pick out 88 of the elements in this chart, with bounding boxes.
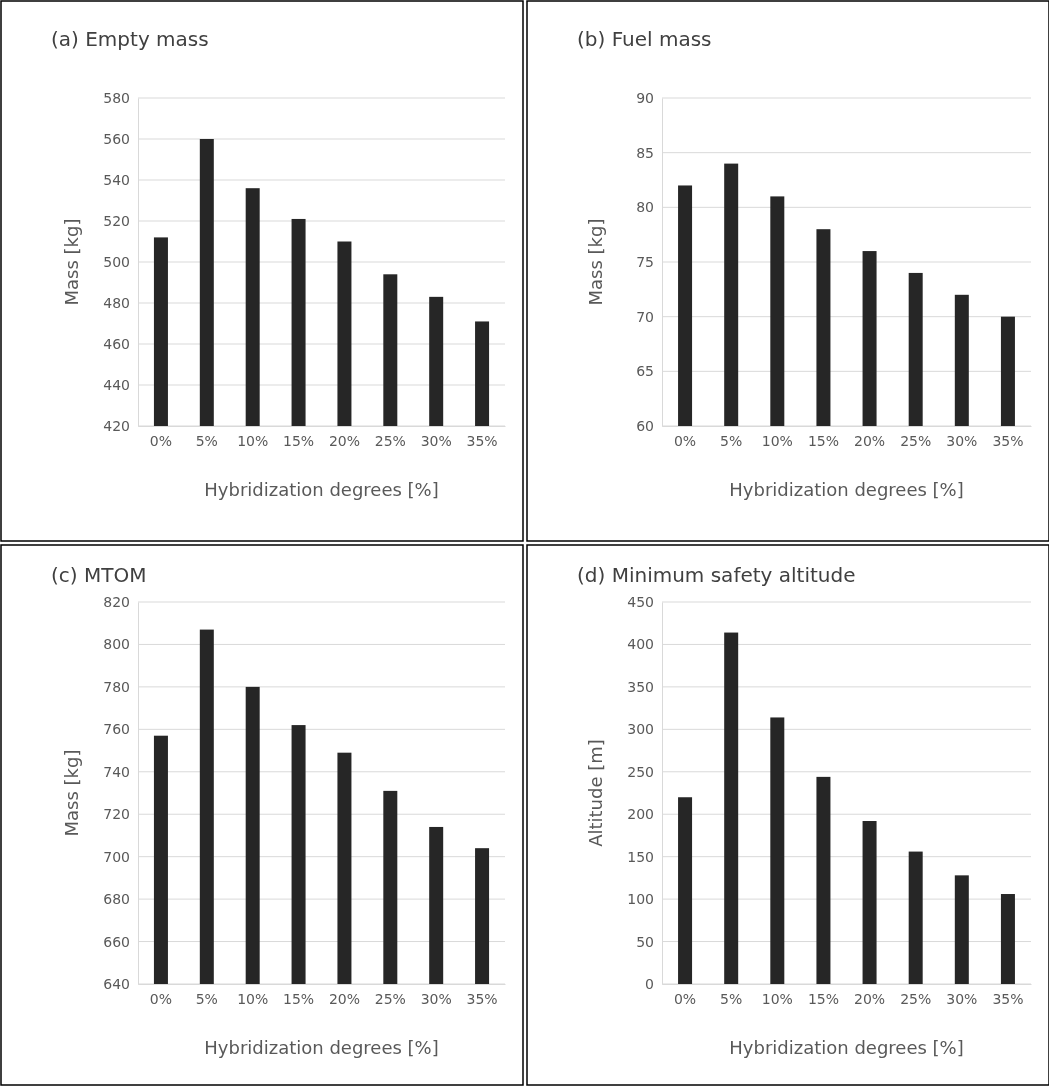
y-tick-label: 85 bbox=[636, 144, 654, 161]
y-tick-label: 700 bbox=[103, 848, 130, 865]
y-tick-label: 740 bbox=[103, 763, 130, 780]
y-tick-label: 560 bbox=[103, 130, 130, 147]
y-tick-label: 50 bbox=[636, 933, 654, 950]
y-tick-label: 800 bbox=[103, 636, 130, 653]
chart-title: (a) Empty mass bbox=[51, 27, 209, 51]
chart-title: (d) Minimum safety altitude bbox=[577, 563, 856, 587]
y-tick-label: 450 bbox=[627, 593, 654, 610]
x-tick-label: 15% bbox=[283, 432, 315, 449]
y-tick-label: 80 bbox=[636, 199, 654, 216]
x-axis-title: Hybridization degrees [%] bbox=[204, 479, 439, 500]
y-axis-title: Mass [kg] bbox=[61, 218, 82, 306]
x-axis-title: Hybridization degrees [%] bbox=[204, 1037, 439, 1058]
y-axis-title: Mass [kg] bbox=[61, 749, 82, 837]
y-tick-label: 60 bbox=[636, 417, 654, 434]
y-tick-label: 660 bbox=[103, 933, 130, 950]
bar bbox=[862, 821, 877, 984]
x-tick-label: 10% bbox=[237, 432, 269, 449]
y-tick-label: 500 bbox=[103, 253, 130, 270]
x-tick-label: 30% bbox=[946, 990, 978, 1007]
y-tick-label: 460 bbox=[103, 335, 130, 352]
x-tick-label: 5% bbox=[720, 432, 743, 449]
x-tick-label: 30% bbox=[946, 432, 978, 449]
x-tick-label: 25% bbox=[900, 990, 932, 1007]
y-tick-label: 350 bbox=[627, 678, 654, 695]
y-tick-label: 75 bbox=[636, 253, 654, 270]
x-tick-label: 5% bbox=[720, 990, 743, 1007]
x-tick-label: 10% bbox=[761, 432, 793, 449]
y-tick-label: 200 bbox=[627, 806, 654, 823]
x-tick-label: 0% bbox=[673, 990, 697, 1007]
x-tick-label: 5% bbox=[195, 432, 218, 449]
y-tick-label: 65 bbox=[636, 363, 654, 380]
y-tick-label: 540 bbox=[103, 171, 130, 188]
chart-title: (b) Fuel mass bbox=[577, 27, 712, 51]
y-tick-label: 150 bbox=[627, 848, 654, 865]
y-tick-label: 480 bbox=[103, 294, 130, 311]
x-tick-label: 30% bbox=[420, 432, 452, 449]
x-tick-label: 20% bbox=[854, 432, 886, 449]
bar bbox=[770, 717, 785, 984]
y-tick-label: 100 bbox=[627, 891, 654, 908]
x-tick-label: 0% bbox=[673, 432, 697, 449]
bar bbox=[724, 632, 739, 984]
x-tick-label: 15% bbox=[283, 990, 315, 1007]
x-tick-label: 25% bbox=[374, 990, 406, 1007]
x-axis-title: Hybridization degrees [%] bbox=[729, 1037, 964, 1058]
x-tick-label: 25% bbox=[374, 432, 406, 449]
y-tick-label: 400 bbox=[627, 636, 654, 653]
y-tick-label: 720 bbox=[103, 806, 130, 823]
y-tick-label: 680 bbox=[103, 891, 130, 908]
y-tick-label: 250 bbox=[627, 763, 654, 780]
bar bbox=[908, 851, 923, 984]
x-tick-label: 20% bbox=[854, 990, 886, 1007]
y-tick-label: 780 bbox=[103, 678, 130, 695]
y-tick-label: 760 bbox=[103, 721, 130, 738]
y-tick-label: 820 bbox=[103, 593, 130, 610]
x-tick-label: 35% bbox=[992, 432, 1024, 449]
y-tick-label: 420 bbox=[103, 417, 130, 434]
y-tick-label: 520 bbox=[103, 212, 130, 229]
y-axis-title: Mass [kg] bbox=[585, 218, 606, 306]
x-tick-label: 20% bbox=[328, 990, 360, 1007]
x-tick-label: 25% bbox=[900, 432, 932, 449]
bar bbox=[1000, 894, 1015, 984]
bar bbox=[678, 797, 693, 984]
x-tick-label: 10% bbox=[237, 990, 269, 1007]
x-axis-title: Hybridization degrees [%] bbox=[729, 479, 964, 500]
x-tick-label: 15% bbox=[807, 990, 839, 1007]
y-tick-label: 0 bbox=[645, 975, 654, 992]
y-tick-label: 580 bbox=[103, 89, 130, 106]
x-tick-label: 0% bbox=[149, 990, 173, 1007]
y-tick-label: 640 bbox=[103, 975, 130, 992]
y-tick-label: 70 bbox=[636, 308, 654, 325]
bar bbox=[816, 776, 831, 984]
y-tick-label: 90 bbox=[636, 89, 654, 106]
y-tick-label: 440 bbox=[103, 376, 130, 393]
x-tick-label: 35% bbox=[992, 990, 1024, 1007]
x-tick-label: 15% bbox=[807, 432, 839, 449]
y-axis-title: Altitude [m] bbox=[585, 739, 606, 847]
x-tick-label: 0% bbox=[149, 432, 173, 449]
chart-title: (c) MTOM bbox=[51, 563, 147, 587]
x-tick-label: 20% bbox=[328, 432, 360, 449]
bar bbox=[954, 875, 969, 984]
x-tick-label: 5% bbox=[195, 990, 218, 1007]
x-tick-label: 10% bbox=[761, 990, 793, 1007]
x-tick-label: 30% bbox=[420, 990, 452, 1007]
y-tick-label: 300 bbox=[627, 721, 654, 738]
x-tick-label: 35% bbox=[466, 990, 498, 1007]
x-tick-label: 35% bbox=[466, 432, 498, 449]
